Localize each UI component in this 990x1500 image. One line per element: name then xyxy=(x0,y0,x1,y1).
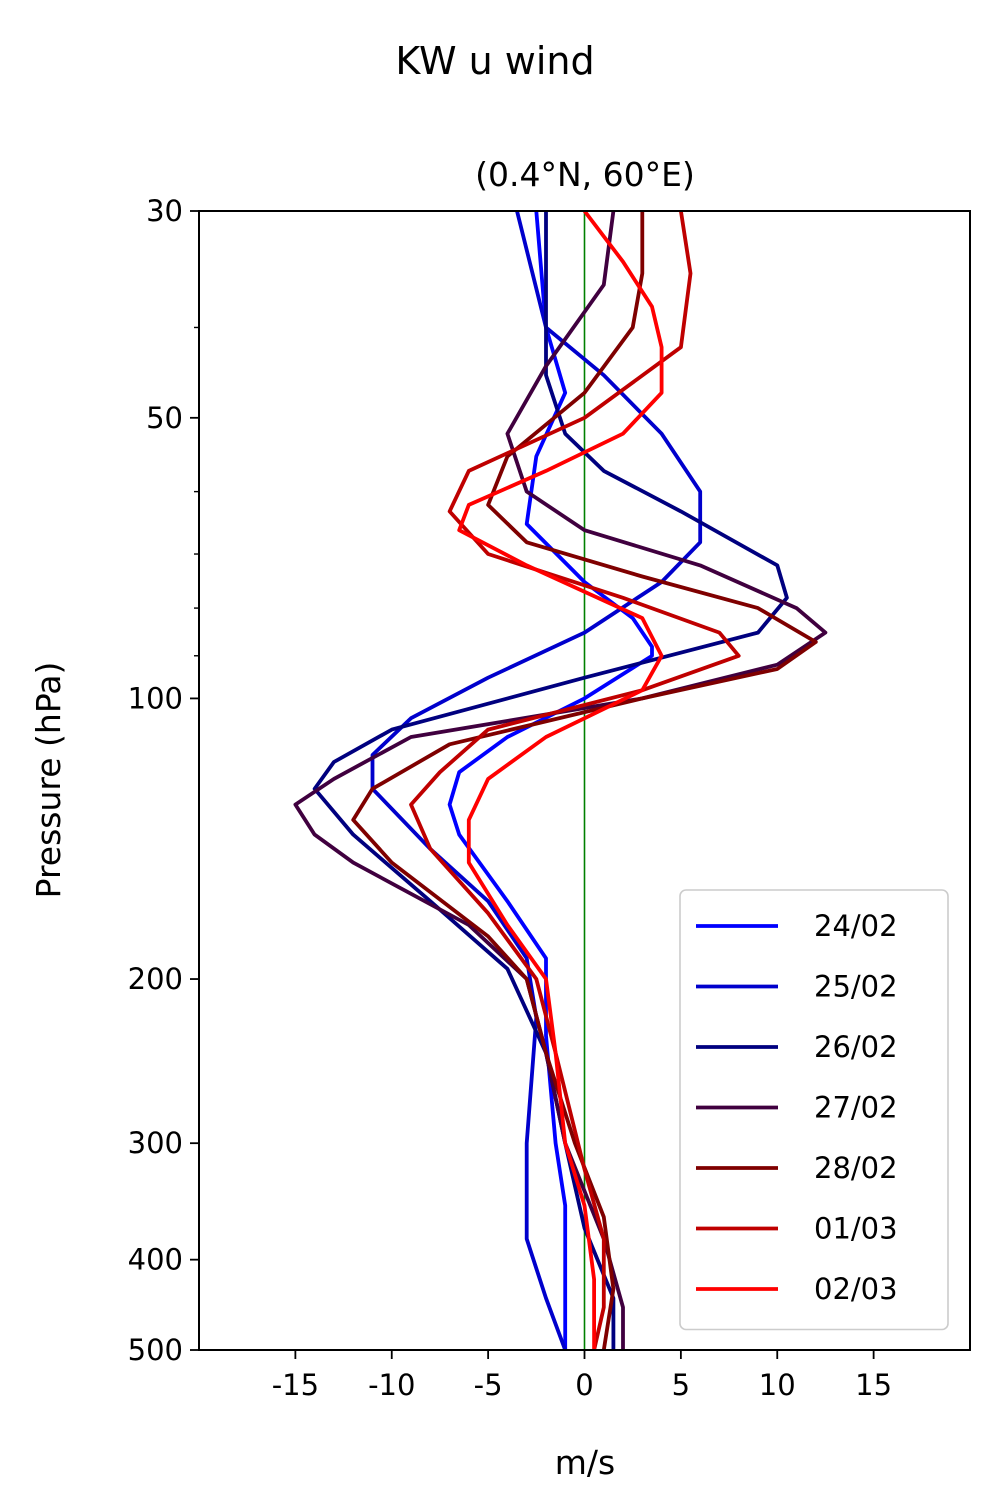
y-tick-label: 200 xyxy=(128,962,183,996)
legend-label: 28/02 xyxy=(814,1151,898,1185)
legend-label: 02/03 xyxy=(814,1272,898,1306)
legend-label: 24/02 xyxy=(814,909,898,943)
x-tick-label: 0 xyxy=(575,1368,593,1402)
x-tick-label: 10 xyxy=(759,1368,796,1402)
x-axis-label: m/s xyxy=(555,1443,615,1482)
legend-label: 25/02 xyxy=(814,970,898,1004)
legend-label: 01/03 xyxy=(814,1212,898,1246)
y-tick-label: 500 xyxy=(128,1333,183,1367)
x-tick-label: 15 xyxy=(855,1368,892,1402)
x-tick-label: 5 xyxy=(672,1368,690,1402)
plot-area: -15 -10 -5 0 5 10 15 30 50 100 200 300 400 500 xyxy=(128,194,971,1402)
series-line-24-02 xyxy=(447,211,654,1350)
series-line-27-02 xyxy=(293,211,828,1350)
chart-subtitle: (0.4°N, 60°E) xyxy=(475,155,695,194)
y-tick-label: 300 xyxy=(128,1126,183,1160)
series-line-01-03 xyxy=(409,211,741,1350)
x-tick-label: -10 xyxy=(368,1368,415,1402)
legend: 24/02 25/02 26/02 27/02 28/02 01/03 02/03 xyxy=(679,889,949,1331)
y-tick-label: 30 xyxy=(146,194,183,228)
y-tick-label: 100 xyxy=(128,681,183,715)
y-tick-label: 50 xyxy=(146,401,183,435)
x-tick-label: -5 xyxy=(474,1368,503,1402)
x-tick-label: -15 xyxy=(272,1368,319,1402)
series-group xyxy=(293,211,828,1350)
y-tick-label: 400 xyxy=(128,1243,183,1277)
legend-label: 26/02 xyxy=(814,1030,898,1064)
chart-title: KW u wind xyxy=(395,39,594,83)
series-line-28-02 xyxy=(351,211,818,1350)
series-line-25-02 xyxy=(370,211,703,1350)
series-line-02-03 xyxy=(457,211,664,1350)
legend-box xyxy=(679,889,949,1331)
legend-label: 27/02 xyxy=(814,1091,898,1125)
y-axis-label: Pressure (hPa) xyxy=(29,662,68,899)
